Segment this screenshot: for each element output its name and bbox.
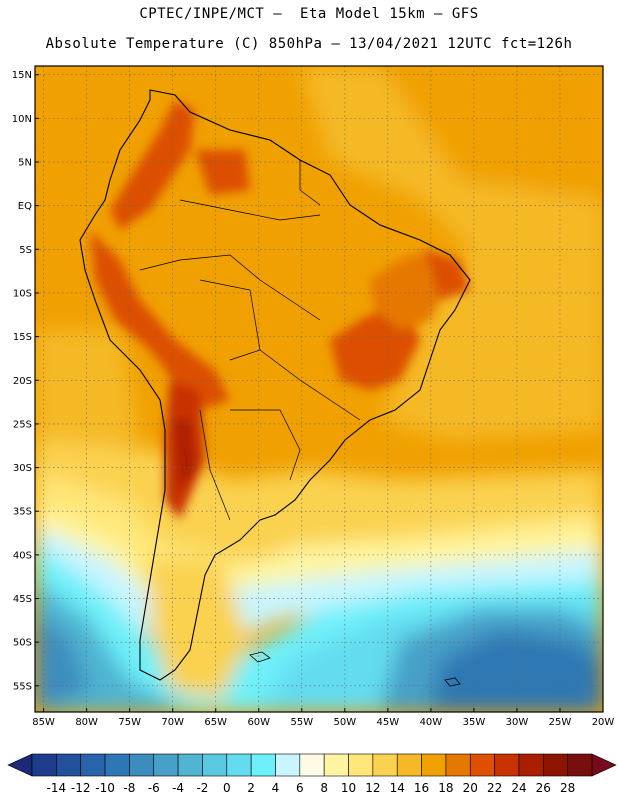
colorbar-swatch	[518, 753, 544, 777]
lat-tick-label: 15N	[12, 70, 32, 81]
colorbar-swatch	[153, 753, 179, 777]
lat-tick-label: 45S	[13, 594, 32, 605]
colorbar-swatch	[177, 753, 203, 777]
colorbar-label: -6	[148, 781, 160, 795]
colorbar-label: 14	[390, 781, 405, 795]
colorbar-swatch	[56, 753, 81, 777]
colorbar-swatch	[494, 753, 520, 777]
lon-tick-label: 20W	[592, 717, 615, 728]
gridlines	[35, 66, 603, 712]
colorbar-swatch	[104, 753, 130, 777]
lon-tick-label: 35W	[463, 717, 486, 728]
lon-tick-label: 55W	[290, 717, 313, 728]
lon-tick-label: 50W	[334, 717, 357, 728]
lat-tick-label: 35S	[13, 507, 32, 518]
map-title: CPTEC/INPE/MCT – Eta Model 15km – GFS	[139, 6, 479, 22]
colorbar-swatch	[80, 753, 106, 777]
country-borders	[139, 160, 361, 521]
colorbar-label: 16	[414, 781, 429, 795]
colorbar-label: -12	[71, 781, 91, 795]
colorbar-label: 28	[560, 781, 575, 795]
temperature-map: 15N 10N 5N EQ 5S 10S 15S 20S 25S 30S 35S 40S 45S 50S 5…	[12, 65, 615, 728]
lon-tick-label: 25W	[549, 717, 572, 728]
colorbar-label: -14	[47, 781, 67, 795]
colorbar-swatch	[348, 753, 374, 777]
lat-tick-label: 55S	[13, 681, 32, 692]
lon-tick-label: 80W	[75, 717, 98, 728]
colorbar-min-arrow	[7, 753, 33, 777]
lon-tick-label: 75W	[118, 717, 141, 728]
lon-tick-label: 60W	[247, 717, 270, 728]
lat-tick-label: 10S	[13, 288, 32, 299]
lon-tick-label: 85W	[32, 717, 55, 728]
colorbar-label: -10	[95, 781, 115, 795]
lat-tick-label: 20S	[13, 376, 32, 387]
colorbar-label: -8	[123, 781, 135, 795]
colorbar-swatch	[469, 753, 495, 777]
colorbar-label: -2	[196, 781, 208, 795]
colorbar-label: 2	[247, 781, 255, 795]
lat-tick-label: 10N	[12, 114, 32, 125]
colorbar-max-arrow	[591, 753, 617, 777]
colorbar-swatch	[421, 753, 447, 777]
colorbar-swatch	[567, 753, 593, 777]
colorbar-label: 10	[341, 781, 356, 795]
map-frame	[34, 65, 604, 713]
colorbar-swatch	[275, 753, 301, 777]
colorbar-label: 12	[365, 781, 380, 795]
lat-tick-label: EQ	[18, 201, 32, 212]
colorbar-label: 20	[463, 781, 478, 795]
colorbar-swatch	[396, 753, 422, 777]
colorbar-swatch	[299, 753, 325, 777]
colorbar-swatch	[372, 753, 398, 777]
lon-tick-label: 65W	[204, 717, 227, 728]
colorbar-swatch	[202, 753, 228, 777]
colorbar-swatch	[250, 753, 276, 777]
colorbar-swatch	[543, 753, 568, 777]
lat-tick-label: 50S	[13, 638, 32, 649]
colorbar-label: 24	[511, 781, 526, 795]
colorbar-swatch	[129, 753, 155, 777]
lat-tick-label: 15S	[13, 332, 32, 343]
colorbar-label: 22	[487, 781, 502, 795]
map-subtitle: Absolute Temperature (C) 850hPa – 13/04/…	[45, 36, 573, 52]
colorbar-label: 8	[320, 781, 328, 795]
lon-tick-label: 30W	[506, 717, 529, 728]
lat-tick-label: 5S	[19, 245, 32, 256]
lat-tick-label: 30S	[13, 463, 32, 474]
colorbar-label: 4	[272, 781, 280, 795]
colorbar-label: -4	[172, 781, 184, 795]
lon-tick-label: 45W	[377, 717, 400, 728]
colorbar-label: 6	[296, 781, 304, 795]
coastline	[79, 89, 471, 681]
colorbar-label: 18	[438, 781, 453, 795]
colorbar-swatch	[323, 753, 349, 777]
lon-tick-label: 40W	[420, 717, 443, 728]
lat-tick-label: 40S	[13, 550, 32, 561]
color-bar: -14 -12 -10 -8 -6 -4 -2 0 2 4 6 8 10 12 14 16 18 20 22 24 26…	[7, 753, 617, 795]
lat-tick-label: 25S	[13, 419, 32, 430]
colorbar-swatch	[31, 753, 57, 777]
colorbar-label: 0	[223, 781, 231, 795]
lon-tick-label: 70W	[161, 717, 184, 728]
lat-tick-label: 5N	[18, 158, 32, 169]
colorbar-label: 26	[536, 781, 551, 795]
colorbar-swatch	[445, 753, 471, 777]
colorbar-swatch	[226, 753, 252, 777]
